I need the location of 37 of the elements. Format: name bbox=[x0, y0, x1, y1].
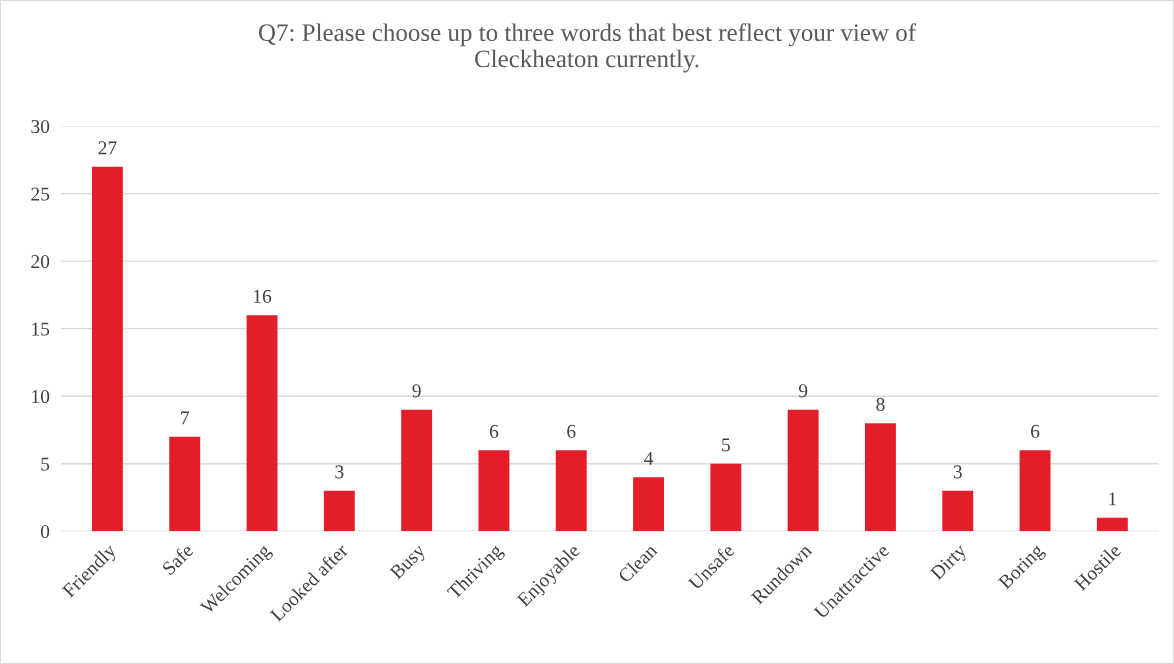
bar bbox=[91, 166, 123, 532]
data-label: 9 bbox=[798, 384, 808, 398]
bar bbox=[401, 409, 433, 532]
data-label: 9 bbox=[412, 384, 421, 398]
data-label: 7 bbox=[181, 411, 190, 425]
data-label: 1 bbox=[1109, 492, 1117, 506]
y-tick-label: 20 bbox=[31, 254, 50, 269]
bar bbox=[1096, 517, 1128, 532]
y-tick-label: 0 bbox=[40, 525, 50, 539]
data-label: 4 bbox=[644, 451, 654, 465]
bar bbox=[323, 490, 355, 532]
data-label: 6 bbox=[1031, 424, 1040, 438]
bar bbox=[633, 477, 664, 532]
chart-title: Q7: Please choose up to three words that best reflect your view of Cleckheaton currently. bbox=[258, 23, 917, 73]
data-label: 6 bbox=[489, 424, 499, 438]
bar bbox=[787, 409, 819, 532]
bar bbox=[169, 436, 201, 532]
y-tick-label: 5 bbox=[41, 457, 50, 471]
bar bbox=[1019, 450, 1051, 532]
bar bbox=[710, 463, 742, 532]
data-label: 5 bbox=[722, 438, 730, 452]
data-label: 8 bbox=[876, 397, 885, 411]
bar bbox=[246, 315, 278, 532]
y-tick-label: 15 bbox=[32, 322, 50, 336]
y-tick-label: 10 bbox=[32, 390, 50, 404]
data-label: 6 bbox=[567, 424, 576, 438]
bar bbox=[942, 490, 974, 532]
y-tick-label: 30 bbox=[31, 119, 50, 134]
data-label: 27 bbox=[98, 141, 117, 155]
y-tick-label: 25 bbox=[31, 187, 50, 201]
x-tick-label: Safe bbox=[161, 542, 194, 576]
bar bbox=[555, 450, 587, 532]
bar bbox=[478, 450, 510, 532]
bar bbox=[864, 423, 896, 532]
data-label: 3 bbox=[953, 465, 962, 479]
data-label: 3 bbox=[335, 465, 344, 479]
data-label: 16 bbox=[254, 289, 272, 303]
